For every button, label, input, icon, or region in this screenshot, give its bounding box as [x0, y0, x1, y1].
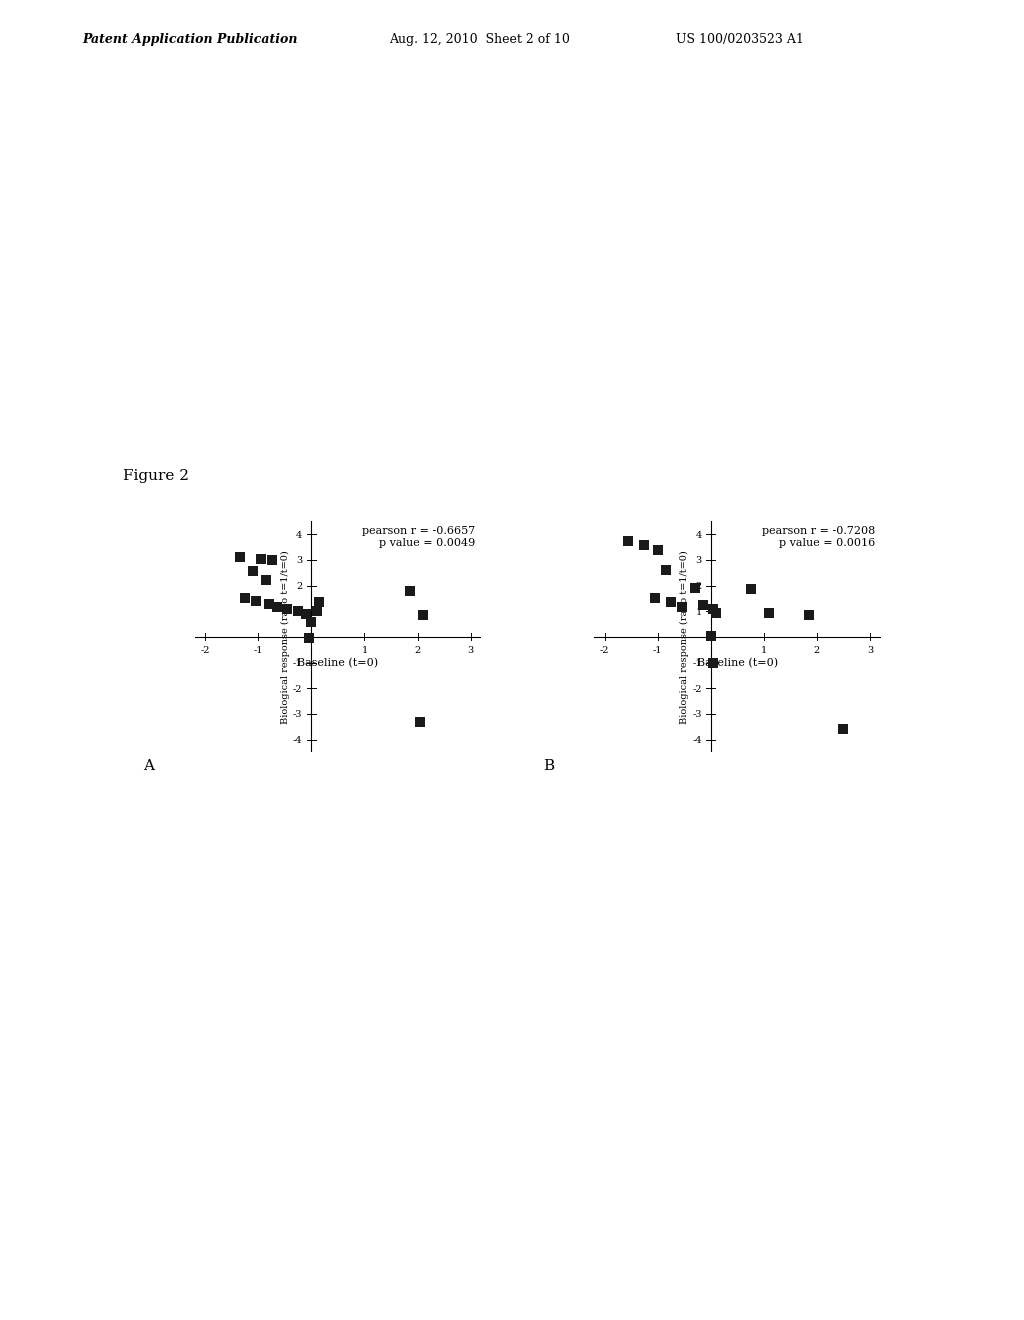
Point	[706, 652, 722, 673]
Text: pearson r = -0.6657
p value = 0.0049: pearson r = -0.6657 p value = 0.0049	[362, 525, 475, 548]
Point	[308, 601, 325, 622]
X-axis label: Baseline (t=0): Baseline (t=0)	[696, 657, 778, 668]
Point	[290, 601, 306, 622]
Y-axis label: Biological response (ratio t=1/t=0): Biological response (ratio t=1/t=0)	[680, 550, 689, 723]
Text: A: A	[143, 759, 155, 774]
Point	[706, 598, 722, 619]
Text: Figure 2: Figure 2	[123, 469, 188, 483]
Point	[657, 560, 674, 581]
Text: B: B	[543, 759, 554, 774]
Point	[621, 531, 637, 552]
Text: pearson r = -0.7208
p value = 0.0016: pearson r = -0.7208 p value = 0.0016	[762, 525, 874, 548]
Point	[708, 602, 724, 623]
Point	[674, 597, 690, 618]
Point	[248, 590, 264, 611]
Point	[649, 539, 666, 560]
Point	[742, 579, 759, 601]
Text: US 100/0203523 A1: US 100/0203523 A1	[676, 33, 804, 46]
Point	[636, 533, 652, 554]
Point	[303, 611, 319, 632]
Point	[300, 627, 316, 648]
Text: Aug. 12, 2010  Sheet 2 of 10: Aug. 12, 2010 Sheet 2 of 10	[389, 33, 570, 46]
X-axis label: Baseline (t=0): Baseline (t=0)	[297, 657, 379, 668]
Point	[237, 587, 253, 609]
Point	[298, 603, 314, 624]
Point	[687, 578, 703, 599]
Point	[261, 593, 278, 614]
Point	[258, 570, 274, 591]
Point	[268, 597, 285, 618]
Text: Patent Application Publication: Patent Application Publication	[82, 33, 297, 46]
Point	[663, 591, 679, 612]
Point	[263, 549, 280, 570]
Point	[801, 605, 817, 626]
Point	[647, 587, 664, 609]
Point	[311, 591, 328, 612]
Point	[401, 579, 418, 601]
Point	[231, 546, 248, 568]
Point	[245, 561, 261, 582]
Y-axis label: Biological response (ratio t=1/t=0): Biological response (ratio t=1/t=0)	[281, 550, 290, 723]
Point	[836, 718, 852, 739]
Point	[761, 602, 777, 623]
Point	[253, 548, 269, 569]
Point	[694, 594, 711, 615]
Point	[415, 605, 431, 626]
Point	[280, 598, 296, 619]
Point	[412, 711, 428, 733]
Point	[702, 626, 719, 647]
